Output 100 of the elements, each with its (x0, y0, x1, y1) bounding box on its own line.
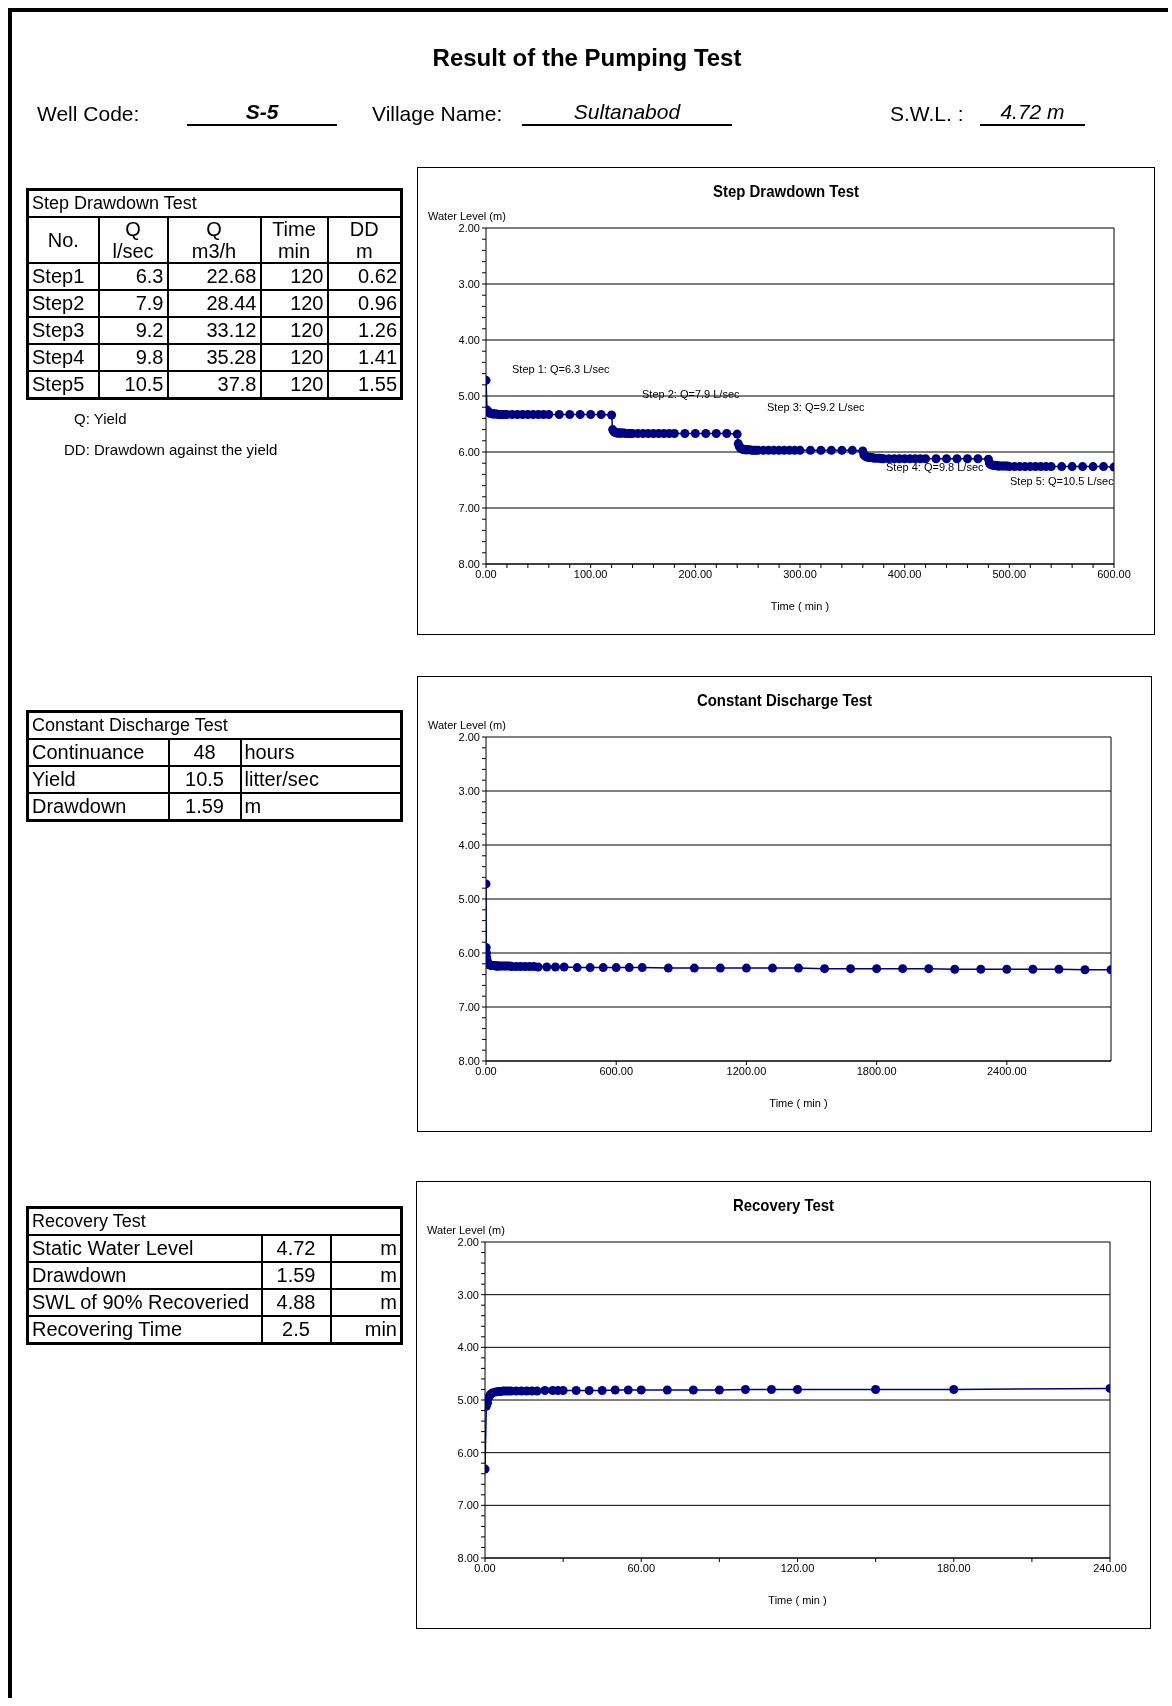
text: Step2 (32, 292, 85, 314)
x-tick-label: 0.00 (474, 1561, 496, 1574)
x-tick-label: 1200.00 (726, 1064, 767, 1077)
text: 4.88 (276, 1291, 316, 1313)
y-axis-title: Water Level (m) (428, 210, 506, 222)
text: 22.68 (206, 265, 257, 287)
text: hours (244, 741, 295, 763)
text: 120 (290, 346, 324, 368)
text: 120 (290, 265, 324, 287)
text: 1.26 (358, 319, 398, 341)
text: Q: Yield (74, 410, 128, 427)
text: 0.62 (358, 265, 398, 287)
y-tick-label: 3.00 (457, 1288, 479, 1301)
text: 33.12 (206, 319, 257, 341)
text: Step5 (32, 373, 85, 395)
chart-title: Constant Discharge Test (695, 691, 874, 711)
text: SWL of 90% Recoveried (32, 1291, 250, 1313)
text: 0.96 (358, 292, 398, 314)
y-tick-label: 4.00 (458, 333, 480, 346)
text: 48 (193, 741, 216, 763)
category-label: Q l/sec (98, 217, 168, 263)
category-label: DD m (327, 217, 402, 263)
x-tick-label: 120.00 (780, 1561, 815, 1574)
x-axis-title: Time ( min ) (768, 1594, 827, 1606)
text: Step1 (32, 265, 85, 287)
text: min (364, 1318, 397, 1340)
category-label: Q m3/h (167, 217, 261, 263)
y-axis-title: Water Level (m) (427, 1224, 505, 1236)
x-tick-label: 0.00 (475, 567, 497, 580)
x-tick-label: 240.00 (1093, 1561, 1127, 1574)
text: Step3 (32, 319, 85, 341)
y-tick-label: 8.00 (458, 557, 480, 570)
x-axis-title: Time ( min ) (770, 600, 830, 612)
y-tick-label: 5.00 (457, 1393, 479, 1406)
text: litter/sec (244, 768, 319, 790)
text: 2.5 (282, 1318, 310, 1340)
text: 4.72 (276, 1237, 316, 1259)
y-tick-label: 6.00 (458, 946, 480, 959)
category-label: Time min (260, 217, 328, 263)
text: m (244, 795, 262, 817)
text: Static Water Level (32, 1237, 194, 1259)
text: 120 (290, 319, 324, 341)
text: 6.3 (135, 265, 164, 287)
text: 7.9 (135, 292, 164, 314)
x-tick-label: 2400.00 (986, 1064, 1027, 1077)
annotation: Step 3: Q=9.2 L/sec (767, 401, 865, 413)
text: 1.41 (358, 346, 398, 368)
annotation: Step 1: Q=6.3 L/sec (512, 363, 610, 375)
text: 37.8 (217, 373, 257, 395)
text: DD: Drawdown against the yield (64, 441, 279, 458)
text: 4.72 m (980, 100, 1085, 126)
text: Step4 (32, 346, 85, 368)
text: Continuance (32, 741, 145, 763)
y-tick-label: 6.00 (458, 445, 480, 458)
text: 9.8 (135, 346, 164, 368)
y-tick-label: 3.00 (458, 277, 480, 290)
y-tick-label: 4.00 (457, 1341, 479, 1354)
x-tick-label: 600.00 (1097, 567, 1131, 580)
text: Result of the Pumping Test (431, 44, 743, 72)
text: Village Name: (372, 102, 504, 126)
annotation: Step 5: Q=10.5 L/sec (1010, 475, 1114, 487)
y-tick-label: 8.00 (458, 1054, 480, 1067)
text: 28.44 (206, 292, 257, 314)
chart-title: Recovery Test (731, 1196, 836, 1216)
text: Sultanabod (522, 100, 732, 126)
y-tick-label: 8.00 (457, 1551, 479, 1564)
x-tick-label: 500.00 (992, 567, 1027, 580)
category-label: No. (27, 217, 99, 263)
chart-title: Step Drawdown Test (712, 182, 860, 202)
text: Recovery Test (27, 1207, 402, 1235)
y-tick-label: 6.00 (457, 1446, 479, 1459)
text: Yield (32, 768, 76, 790)
text: m (380, 1264, 397, 1286)
x-tick-label: 300.00 (783, 567, 817, 580)
y-tick-label: 2.00 (458, 730, 480, 743)
text: 120 (290, 373, 324, 395)
x-tick-label: 0.00 (475, 1064, 497, 1077)
text: S-5 (187, 100, 337, 126)
text: m (380, 1237, 397, 1259)
y-tick-label: 2.00 (457, 1235, 479, 1248)
text: 1.59 (185, 795, 224, 817)
text: m (380, 1291, 397, 1313)
text: Drawdown (32, 795, 127, 817)
y-tick-label: 5.00 (458, 389, 480, 402)
y-tick-label: 3.00 (458, 784, 480, 797)
x-tick-label: 180.00 (936, 1561, 971, 1574)
x-tick-label: 100.00 (573, 567, 608, 580)
y-tick-label: 7.00 (458, 1000, 480, 1013)
x-axis-title: Time ( min ) (769, 1097, 828, 1109)
annotation: Step 4: Q=9.8 L/sec (886, 461, 984, 473)
text: Recovering Time (32, 1318, 183, 1340)
x-tick-label: 200.00 (678, 567, 713, 580)
y-axis-title: Water Level (m) (428, 719, 506, 731)
x-tick-label: 600.00 (599, 1064, 634, 1077)
y-tick-label: 2.00 (458, 221, 480, 234)
annotation: Step 2: Q=7.9 L/sec (642, 388, 740, 400)
text: S.W.L. : (890, 102, 965, 126)
text: Well Code: (37, 102, 141, 126)
text: 10.5 (185, 768, 224, 790)
text: 1.59 (276, 1264, 316, 1286)
